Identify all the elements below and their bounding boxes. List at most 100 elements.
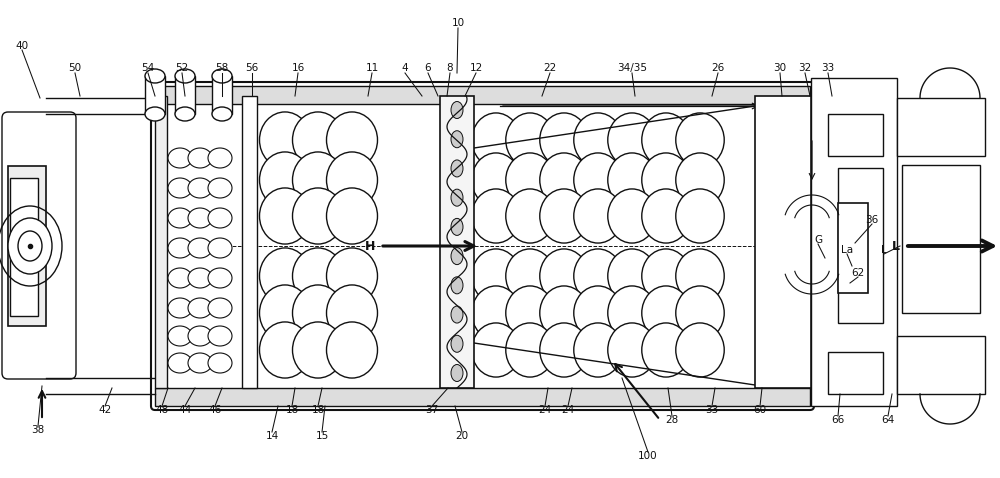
- Text: 14: 14: [265, 431, 279, 441]
- Ellipse shape: [260, 285, 310, 341]
- Ellipse shape: [188, 326, 212, 346]
- Ellipse shape: [451, 306, 463, 323]
- FancyBboxPatch shape: [2, 112, 76, 379]
- Ellipse shape: [326, 152, 378, 208]
- Ellipse shape: [472, 286, 520, 340]
- Ellipse shape: [574, 286, 622, 340]
- Bar: [902, 165, 980, 313]
- Text: 26: 26: [711, 63, 725, 73]
- Bar: [175, 76, 195, 114]
- Text: 52: 52: [175, 63, 189, 73]
- Text: 32: 32: [798, 63, 812, 73]
- Ellipse shape: [540, 323, 588, 377]
- Ellipse shape: [188, 178, 212, 198]
- Bar: [838, 203, 868, 293]
- Text: 10: 10: [451, 18, 465, 28]
- Ellipse shape: [212, 107, 232, 121]
- Text: 40: 40: [15, 41, 29, 51]
- Ellipse shape: [260, 322, 310, 378]
- Ellipse shape: [208, 238, 232, 258]
- Text: 8: 8: [447, 63, 453, 73]
- Ellipse shape: [292, 188, 344, 244]
- Ellipse shape: [642, 113, 690, 167]
- Ellipse shape: [168, 298, 192, 318]
- Text: 66: 66: [831, 415, 845, 425]
- Ellipse shape: [168, 326, 192, 346]
- Bar: [155, 388, 810, 406]
- Ellipse shape: [208, 178, 232, 198]
- Ellipse shape: [506, 189, 554, 243]
- Ellipse shape: [608, 323, 656, 377]
- Text: 4: 4: [402, 63, 408, 73]
- Text: 62: 62: [851, 268, 865, 278]
- Ellipse shape: [326, 285, 378, 341]
- Ellipse shape: [540, 153, 588, 207]
- Text: 100: 100: [638, 451, 658, 461]
- Ellipse shape: [188, 268, 212, 288]
- Ellipse shape: [175, 69, 195, 83]
- Text: 58: 58: [215, 63, 229, 73]
- Bar: [145, 76, 165, 114]
- Ellipse shape: [292, 248, 344, 304]
- Ellipse shape: [642, 249, 690, 303]
- Ellipse shape: [506, 113, 554, 167]
- Ellipse shape: [451, 335, 463, 352]
- Text: 64: 64: [881, 415, 895, 425]
- Ellipse shape: [451, 189, 463, 206]
- Text: 11: 11: [365, 63, 379, 73]
- Ellipse shape: [292, 152, 344, 208]
- Bar: [10, 178, 38, 316]
- Ellipse shape: [540, 286, 588, 340]
- Text: 18: 18: [285, 405, 299, 415]
- Ellipse shape: [168, 148, 192, 168]
- Ellipse shape: [326, 112, 378, 168]
- Text: 20: 20: [455, 431, 469, 441]
- Bar: [440, 96, 474, 388]
- Ellipse shape: [188, 353, 212, 373]
- Bar: [897, 336, 985, 394]
- Ellipse shape: [145, 107, 165, 121]
- Text: 16: 16: [291, 63, 305, 73]
- Ellipse shape: [472, 323, 520, 377]
- Ellipse shape: [506, 323, 554, 377]
- Ellipse shape: [208, 326, 232, 346]
- Text: 44: 44: [178, 405, 192, 415]
- Ellipse shape: [506, 249, 554, 303]
- Text: 34/35: 34/35: [617, 63, 647, 73]
- Ellipse shape: [574, 323, 622, 377]
- Bar: [838, 168, 883, 323]
- Ellipse shape: [188, 148, 212, 168]
- Ellipse shape: [212, 69, 232, 83]
- Ellipse shape: [260, 248, 310, 304]
- Ellipse shape: [8, 218, 52, 274]
- Text: G: G: [814, 235, 822, 245]
- Text: 60: 60: [753, 405, 767, 415]
- Ellipse shape: [451, 101, 463, 119]
- Bar: [242, 96, 257, 388]
- Ellipse shape: [208, 353, 232, 373]
- Ellipse shape: [472, 189, 520, 243]
- Bar: [155, 86, 810, 104]
- Ellipse shape: [208, 268, 232, 288]
- Ellipse shape: [326, 322, 378, 378]
- Ellipse shape: [608, 189, 656, 243]
- Text: 24: 24: [538, 405, 552, 415]
- Ellipse shape: [574, 153, 622, 207]
- Ellipse shape: [472, 113, 520, 167]
- Ellipse shape: [642, 286, 690, 340]
- Ellipse shape: [642, 189, 690, 243]
- Ellipse shape: [574, 189, 622, 243]
- Text: 54: 54: [141, 63, 155, 73]
- Ellipse shape: [506, 153, 554, 207]
- Ellipse shape: [292, 112, 344, 168]
- Text: 37: 37: [425, 405, 439, 415]
- Ellipse shape: [326, 188, 378, 244]
- Text: 6: 6: [425, 63, 431, 73]
- Ellipse shape: [574, 249, 622, 303]
- Text: 33: 33: [705, 405, 719, 415]
- Ellipse shape: [208, 208, 232, 228]
- Ellipse shape: [451, 277, 463, 294]
- Ellipse shape: [676, 113, 724, 167]
- Ellipse shape: [188, 208, 212, 228]
- Ellipse shape: [608, 249, 656, 303]
